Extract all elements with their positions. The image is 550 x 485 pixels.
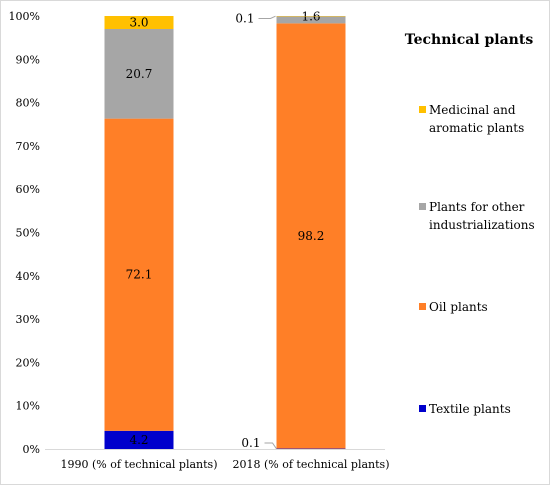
y-tick-label: 0%: [23, 443, 40, 456]
data-label: 4.2: [129, 433, 148, 447]
y-tick-label: 90%: [16, 53, 40, 66]
leader-line: [264, 442, 277, 450]
legend-swatch: [419, 203, 426, 210]
bar-segment: [276, 16, 346, 24]
legend-swatch: [419, 405, 426, 412]
bar-segment: [104, 430, 174, 449]
legend-label: Plants for other: [429, 200, 525, 214]
data-label: 0.1: [235, 11, 254, 25]
data-label: 20.7: [126, 67, 153, 81]
y-tick-label: 10%: [16, 400, 40, 413]
y-tick-label: 80%: [16, 97, 40, 110]
y-tick-label: 70%: [16, 140, 40, 153]
bar-segment: [104, 28, 174, 119]
x-category-label: 1990 (% of technical plants): [61, 458, 218, 471]
y-tick-label: 30%: [16, 313, 40, 326]
legend-label: industrializations: [429, 218, 535, 232]
legend-label: Textile plants: [429, 402, 511, 416]
bar-segment: [104, 16, 174, 29]
legend-label: Oil plants: [429, 300, 488, 314]
legend-swatch: [419, 303, 426, 310]
legend-label: aromatic plants: [429, 121, 524, 135]
y-tick-label: 100%: [9, 10, 40, 23]
bar-segment: [276, 23, 346, 449]
y-tick-label: 40%: [16, 270, 40, 283]
data-label: 0.1: [241, 436, 260, 450]
y-tick-label: 60%: [16, 183, 40, 196]
bar-segment: [104, 118, 174, 431]
leader-line: [258, 15, 276, 19]
data-label: 3.0: [129, 15, 148, 29]
x-category-label: 2018 (% of technical plants): [233, 458, 390, 471]
legend-swatch: [419, 106, 426, 113]
legend-title: Technical plants: [405, 32, 534, 48]
data-label: 98.2: [298, 229, 325, 243]
legend-label: Medicinal and: [429, 103, 516, 117]
y-tick-label: 50%: [16, 227, 40, 240]
y-tick-label: 20%: [16, 356, 40, 369]
data-label: 72.1: [126, 268, 153, 282]
